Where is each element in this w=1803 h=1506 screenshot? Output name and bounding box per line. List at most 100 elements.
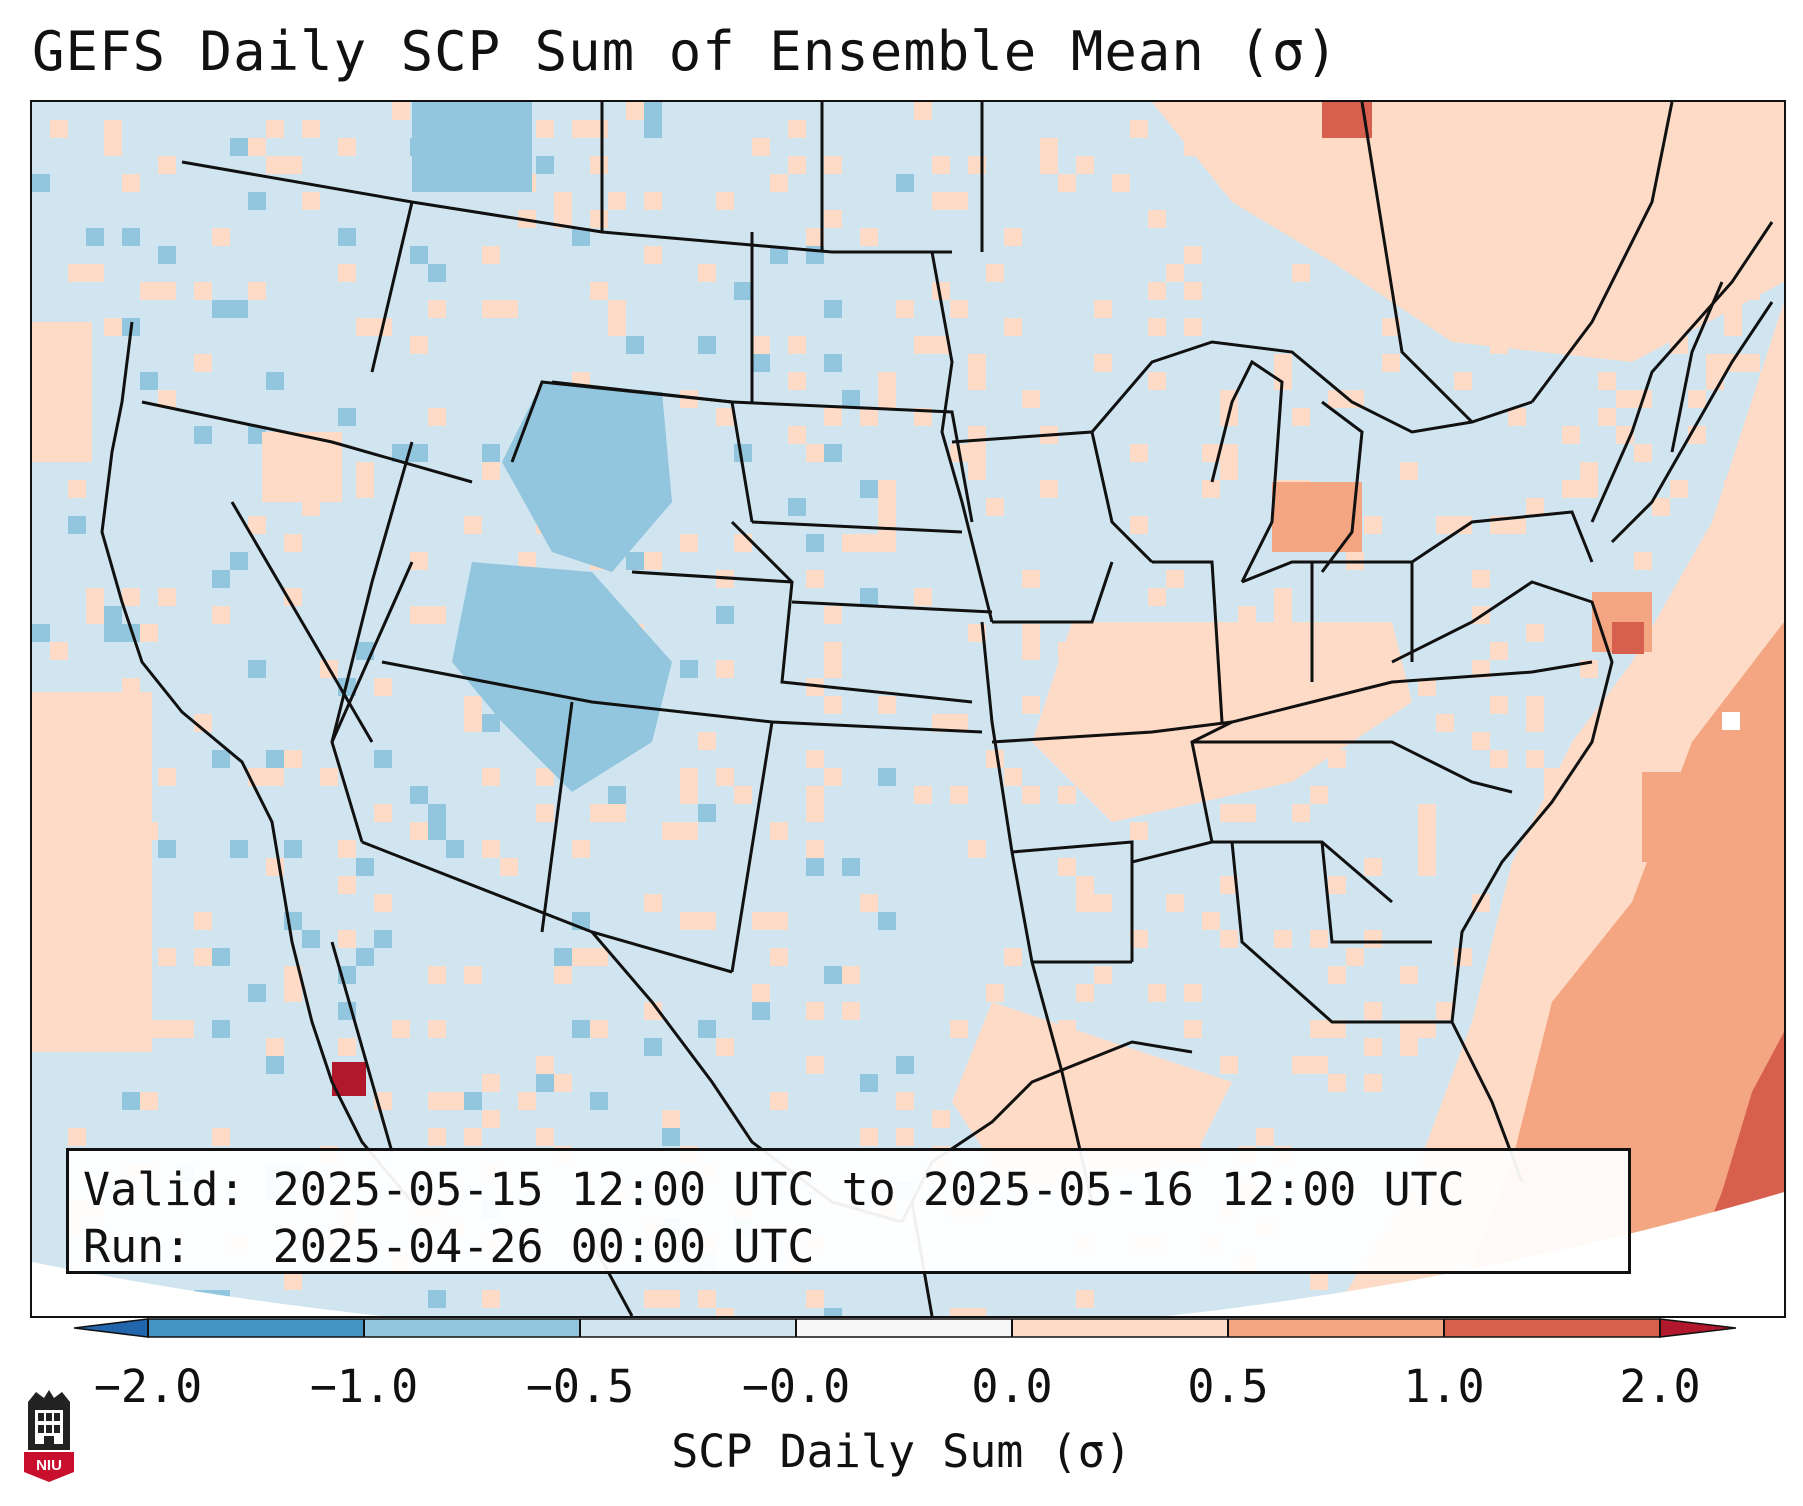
anomaly-cell	[1256, 1128, 1274, 1146]
anomaly-cell	[158, 246, 176, 264]
anomaly-cell	[788, 120, 806, 138]
anomaly-cell	[644, 246, 662, 264]
anomaly-cell	[680, 534, 698, 552]
anomaly-cell	[626, 336, 644, 354]
anomaly-cell	[1418, 1020, 1436, 1038]
anomaly-cell	[284, 534, 302, 552]
anomaly-cell	[860, 408, 878, 426]
anomaly-cell	[482, 840, 500, 858]
anomaly-cell	[1472, 570, 1490, 588]
anomaly-cell	[140, 1092, 158, 1110]
anomaly-cell	[878, 912, 896, 930]
anomaly-cell	[1400, 966, 1418, 984]
anomaly-cell	[428, 300, 446, 318]
anomaly-cell	[824, 966, 842, 984]
anomaly-cell	[1328, 390, 1346, 408]
anomaly-cell	[1094, 300, 1112, 318]
anomaly-cell	[1076, 876, 1094, 894]
anomaly-cell	[752, 354, 770, 372]
anomaly-cell	[338, 264, 356, 282]
anomaly-cell	[212, 606, 230, 624]
anomaly-cell	[1742, 354, 1760, 372]
west-coast-positive	[32, 322, 342, 1052]
anomaly-cell	[1454, 948, 1472, 966]
colorbar-tick-label: 0.5	[1187, 1360, 1269, 1413]
anomaly-cell	[338, 840, 356, 858]
anomaly-cell	[572, 120, 590, 138]
anomaly-cell	[716, 192, 734, 210]
anomaly-cell	[32, 624, 50, 642]
anomaly-cell	[932, 156, 950, 174]
anomaly-cell	[824, 1308, 842, 1316]
niu-logo-icon: NIU	[24, 1390, 74, 1482]
anomaly-cell	[1418, 822, 1436, 840]
anomaly-cell	[950, 1020, 968, 1038]
anomaly-cell	[734, 282, 752, 300]
anomaly-cell	[374, 678, 392, 696]
anomaly-cell	[680, 768, 698, 786]
anomaly-cell	[392, 1020, 410, 1038]
anomaly-cell	[626, 552, 644, 570]
anomaly-cell	[896, 1092, 914, 1110]
anomaly-cell	[806, 786, 824, 804]
anomaly-cell	[266, 750, 284, 768]
anomaly-cell	[194, 948, 212, 966]
anomaly-cell	[1670, 480, 1688, 498]
anomaly-cell	[1634, 444, 1652, 462]
anomaly-cell	[1454, 372, 1472, 390]
anomaly-cell	[464, 516, 482, 534]
anomaly-cell	[140, 282, 158, 300]
anomaly-cell	[1526, 714, 1544, 732]
anomaly-cell	[554, 948, 572, 966]
anomaly-cell	[212, 948, 230, 966]
colorbar-extend-high	[1659, 1318, 1736, 1338]
anomaly-cell	[1130, 822, 1148, 840]
anomaly-cell	[374, 804, 392, 822]
anomaly-cell	[1166, 894, 1184, 912]
anomaly-cell	[590, 804, 608, 822]
anomaly-cell	[680, 786, 698, 804]
anomaly-cell	[1634, 552, 1652, 570]
anomaly-cell	[1418, 804, 1436, 822]
anomaly-cell	[1328, 876, 1346, 894]
anomaly-cell	[1220, 1056, 1238, 1074]
anomaly-cell	[518, 1092, 536, 1110]
anomaly-cell	[878, 534, 896, 552]
anomaly-cell	[1274, 930, 1292, 948]
anomaly-cell	[194, 426, 212, 444]
anomaly-cell	[536, 1128, 554, 1146]
anomaly-cell	[1526, 750, 1544, 768]
anomaly-cell	[824, 768, 842, 786]
anomaly-cell	[878, 768, 896, 786]
anomaly-cell	[482, 1290, 500, 1308]
anomaly-cell	[1022, 642, 1040, 660]
anomaly-cell	[1184, 282, 1202, 300]
anomaly-cell	[1274, 354, 1292, 372]
anomaly-cell	[1688, 1290, 1706, 1308]
anomaly-cell	[86, 606, 104, 624]
anomaly-cell	[842, 966, 860, 984]
anomaly-cell	[1670, 336, 1688, 354]
anomaly-cell	[914, 336, 932, 354]
anomaly-cell	[410, 786, 428, 804]
anomaly-cell	[1184, 246, 1202, 264]
anomaly-cell	[374, 930, 392, 948]
anomaly-cell	[1202, 444, 1220, 462]
anomaly-cell	[410, 444, 428, 462]
anomaly-cell	[1400, 1038, 1418, 1056]
anomaly-cell	[860, 228, 878, 246]
anomaly-cell	[248, 516, 266, 534]
anomaly-cell	[662, 1128, 680, 1146]
anomaly-cell	[158, 840, 176, 858]
anomaly-cell	[194, 912, 212, 930]
anomaly-cell	[122, 174, 140, 192]
anomaly-cell	[68, 1308, 86, 1316]
anomaly-cell	[194, 282, 212, 300]
anomaly-cell	[104, 318, 122, 336]
anomaly-cell	[1400, 1020, 1418, 1038]
anomaly-cell	[284, 156, 302, 174]
scattered-marks	[332, 712, 1740, 1096]
anomaly-cell	[1364, 1038, 1382, 1056]
anomaly-cell	[428, 1092, 446, 1110]
anomaly-cell	[644, 192, 662, 210]
